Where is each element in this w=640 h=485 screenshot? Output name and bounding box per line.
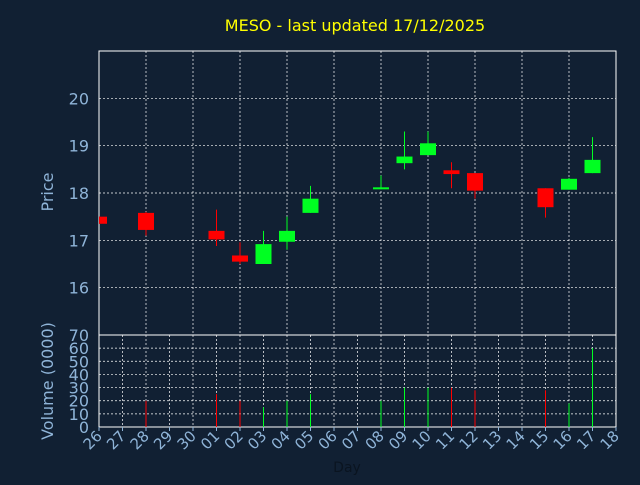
price-tick-label: 16 — [69, 279, 89, 298]
volume-tick-label: 60 — [69, 339, 89, 358]
x-tick-label: 05 — [291, 427, 317, 453]
candle-body — [255, 244, 272, 264]
x-tick-label: 28 — [127, 427, 153, 453]
x-tick-label: 16 — [550, 427, 576, 453]
volume-tick-label: 40 — [69, 365, 89, 384]
chart-title: MESO - last updated 17/12/2025 — [225, 16, 485, 35]
volume-tick-label: 70 — [69, 326, 89, 345]
x-tick-label: 10 — [409, 427, 435, 453]
x-tick-label: 13 — [479, 427, 505, 453]
price-tick-label: 20 — [69, 89, 89, 108]
price-tick-label: 18 — [69, 184, 89, 203]
candle-body — [279, 230, 295, 242]
price-tick-label: 19 — [69, 137, 89, 156]
candle-body — [302, 198, 319, 213]
candle-body — [537, 188, 554, 208]
x-tick-label: 12 — [456, 427, 482, 453]
candle-body — [208, 230, 225, 240]
candle-body — [443, 170, 460, 175]
x-tick-label: 01 — [197, 427, 223, 453]
volume-tick-label: 30 — [69, 379, 89, 398]
candle-body — [138, 212, 154, 230]
x-tick-label: 02 — [221, 427, 247, 453]
x-tick-label: 18 — [597, 427, 623, 453]
candle-body — [373, 187, 389, 190]
x-tick-label: 09 — [385, 427, 411, 453]
candle-body — [561, 178, 577, 190]
x-tick-label: 17 — [573, 427, 599, 453]
x-tick-label: 06 — [315, 427, 341, 453]
volume-tick-label: 20 — [69, 392, 89, 411]
volume-axis-label: Volume (0000) — [38, 322, 57, 440]
volume-tick-label: 0 — [79, 418, 89, 437]
x-tick-label: 07 — [338, 427, 364, 453]
x-tick-label: 11 — [432, 427, 458, 453]
x-axis: 2627282930010203040506070809101112131415… — [80, 427, 623, 453]
x-tick-label: 29 — [150, 427, 176, 453]
candle-body — [232, 255, 248, 262]
x-tick-label: 27 — [103, 427, 129, 453]
price-tick-label: 17 — [69, 231, 89, 250]
candle-body — [467, 173, 483, 191]
candle-body — [584, 159, 601, 174]
x-tick-label: 04 — [268, 427, 294, 453]
candle-body — [99, 216, 107, 224]
x-tick-label: 15 — [526, 427, 552, 453]
x-axis-label: Day — [333, 460, 361, 476]
x-tick-label: 08 — [362, 427, 388, 453]
x-tick-label: 30 — [174, 427, 200, 453]
candle-body — [396, 156, 413, 164]
x-tick-label: 03 — [244, 427, 270, 453]
volume-tick-label: 10 — [69, 405, 89, 424]
volume-tick-label: 50 — [69, 352, 89, 371]
candle-body — [420, 143, 436, 156]
candles — [99, 131, 601, 264]
x-tick-label: 14 — [503, 427, 529, 453]
price-panel: 16 17 18 19 20 — [69, 50, 617, 336]
price-axis-label: Price — [38, 172, 57, 211]
